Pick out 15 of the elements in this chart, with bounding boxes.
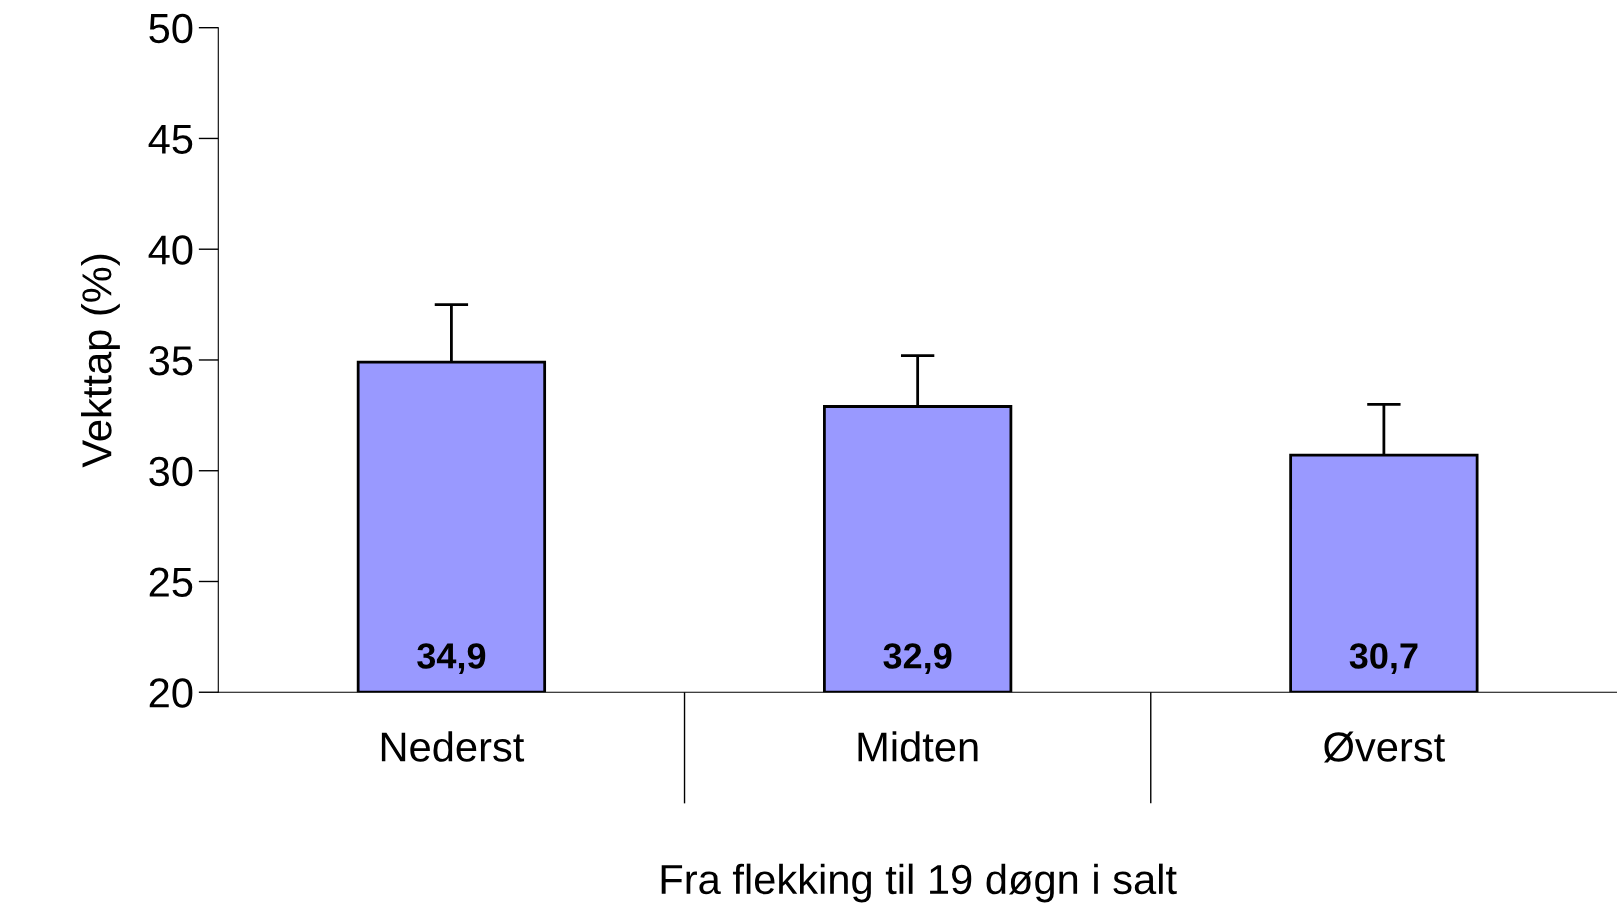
y-tick-label: 50 [149, 13, 193, 44]
x-tick-label: Nederst [381, 731, 525, 762]
y-tick-label: 25 [149, 567, 193, 597]
y-tick-label: 45 [148, 124, 193, 154]
y-tick-label: 35 [149, 345, 193, 376]
y-axis-title: Vekttap (%) [81, 254, 120, 468]
x-tick-label: Øverst [1323, 731, 1445, 763]
data-label: 32,9 [883, 643, 952, 674]
y-tick-label: 20 [149, 678, 193, 708]
y-tick-label: 40 [148, 235, 193, 265]
y-tick-label: 30 [149, 456, 193, 487]
x-tick-label: Midten [858, 731, 978, 762]
x-axis-title: Fra flekking til 19 døgn i salt [661, 863, 1177, 903]
data-label: 30,7 [1349, 643, 1418, 674]
data-label: 34,9 [417, 643, 486, 674]
